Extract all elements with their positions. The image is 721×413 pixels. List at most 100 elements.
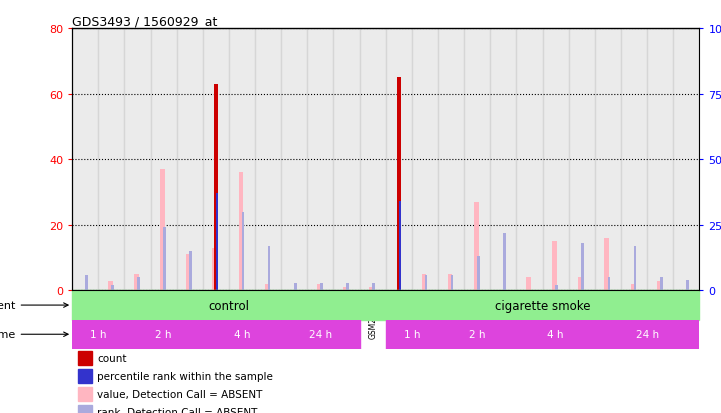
Bar bbox=[255, 29, 281, 291]
Bar bbox=[203, 29, 229, 291]
Text: agent: agent bbox=[0, 300, 68, 310]
Bar bbox=[552, 242, 557, 291]
Bar bbox=[604, 238, 609, 291]
Bar bbox=[578, 278, 583, 291]
Bar bbox=[464, 29, 490, 291]
Bar bbox=[438, 29, 464, 291]
Bar bbox=[346, 283, 349, 291]
Bar bbox=[72, 29, 98, 291]
Text: 4 h: 4 h bbox=[234, 330, 250, 339]
Bar bbox=[673, 29, 699, 291]
Bar bbox=[268, 246, 270, 291]
Bar bbox=[360, 29, 386, 291]
Text: count: count bbox=[97, 354, 127, 363]
Bar bbox=[373, 283, 375, 291]
Bar bbox=[397, 78, 400, 291]
Text: 1 h: 1 h bbox=[90, 330, 107, 339]
Bar bbox=[660, 278, 663, 291]
Bar bbox=[164, 228, 166, 291]
Text: time: time bbox=[0, 330, 68, 339]
Bar bbox=[203, 320, 281, 349]
Bar bbox=[281, 320, 360, 349]
Bar bbox=[79, 369, 92, 383]
Bar bbox=[281, 29, 307, 291]
Bar bbox=[214, 85, 218, 291]
Bar bbox=[186, 255, 191, 291]
Text: 24 h: 24 h bbox=[309, 330, 332, 339]
Bar bbox=[474, 202, 479, 291]
Bar bbox=[477, 257, 479, 291]
Bar bbox=[320, 283, 323, 291]
Bar bbox=[647, 29, 673, 291]
Text: GDS3493 / 1560929_at: GDS3493 / 1560929_at bbox=[72, 15, 218, 28]
Bar bbox=[111, 285, 114, 291]
Bar bbox=[317, 284, 322, 291]
Bar bbox=[239, 173, 243, 291]
Bar bbox=[369, 287, 374, 291]
Bar bbox=[386, 291, 699, 320]
Bar bbox=[526, 278, 531, 291]
Bar bbox=[503, 233, 505, 291]
Bar bbox=[399, 275, 401, 291]
Bar bbox=[569, 29, 595, 291]
Bar bbox=[229, 29, 255, 291]
Bar bbox=[595, 320, 699, 349]
Bar bbox=[213, 248, 217, 291]
Bar bbox=[79, 405, 92, 413]
Bar bbox=[72, 291, 386, 320]
Text: 2 h: 2 h bbox=[155, 330, 172, 339]
Bar bbox=[333, 29, 360, 291]
Bar bbox=[343, 287, 348, 291]
Bar bbox=[79, 387, 92, 401]
Text: rank, Detection Call = ABSENT: rank, Detection Call = ABSENT bbox=[97, 407, 257, 413]
Bar bbox=[555, 285, 558, 291]
Bar bbox=[425, 275, 428, 291]
Bar bbox=[386, 320, 438, 349]
Bar bbox=[412, 29, 438, 291]
Bar bbox=[72, 320, 125, 349]
Text: 2 h: 2 h bbox=[469, 330, 485, 339]
Text: control: control bbox=[208, 299, 249, 312]
Bar bbox=[657, 281, 661, 291]
Bar bbox=[582, 244, 584, 291]
Bar bbox=[134, 274, 138, 291]
Bar bbox=[85, 275, 87, 291]
Text: 4 h: 4 h bbox=[547, 330, 564, 339]
Bar bbox=[516, 320, 595, 349]
Bar bbox=[160, 170, 165, 291]
Bar bbox=[516, 29, 543, 291]
Bar bbox=[448, 274, 452, 291]
Text: 1 h: 1 h bbox=[404, 330, 420, 339]
Bar bbox=[216, 249, 218, 291]
Bar bbox=[125, 320, 203, 349]
Bar bbox=[177, 29, 203, 291]
Bar bbox=[98, 29, 125, 291]
Bar bbox=[595, 29, 621, 291]
Text: value, Detection Call = ABSENT: value, Detection Call = ABSENT bbox=[97, 389, 262, 399]
Bar bbox=[151, 29, 177, 291]
Bar bbox=[386, 29, 412, 291]
Bar bbox=[621, 29, 647, 291]
Bar bbox=[190, 252, 192, 291]
Text: percentile rank within the sample: percentile rank within the sample bbox=[97, 372, 273, 382]
Bar bbox=[422, 274, 426, 291]
Bar bbox=[634, 246, 637, 291]
Bar bbox=[265, 284, 270, 291]
Bar bbox=[307, 29, 333, 291]
Bar bbox=[294, 283, 296, 291]
Bar bbox=[137, 278, 140, 291]
Bar bbox=[216, 194, 218, 291]
Bar bbox=[125, 29, 151, 291]
Bar bbox=[686, 280, 689, 291]
Bar bbox=[451, 275, 454, 291]
Bar bbox=[631, 284, 635, 291]
Bar bbox=[542, 29, 569, 291]
Text: cigarette smoke: cigarette smoke bbox=[495, 299, 590, 312]
Bar bbox=[242, 212, 244, 291]
Bar bbox=[608, 278, 610, 291]
Bar bbox=[490, 29, 516, 291]
Bar bbox=[399, 202, 402, 291]
Bar bbox=[108, 281, 112, 291]
Bar bbox=[79, 351, 92, 365]
Bar bbox=[438, 320, 516, 349]
